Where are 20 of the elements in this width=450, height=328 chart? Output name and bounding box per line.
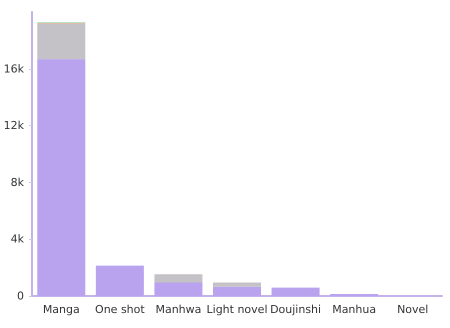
bar (212, 282, 262, 287)
x-tick-label: Manhwa (155, 303, 202, 316)
bar (154, 282, 202, 296)
x-tick-label: One shot (95, 303, 146, 316)
bar (272, 288, 320, 296)
bar (37, 24, 86, 60)
x-tick-label: Manhua (332, 303, 376, 316)
bar (212, 286, 262, 296)
x-tick-label: Manga (42, 303, 80, 316)
x-tick-label: Doujinshi (270, 303, 322, 316)
y-tick-label: 0 (17, 290, 24, 302)
y-tick-label: 16k (4, 62, 25, 76)
bar (96, 266, 144, 296)
x-tick-label: Novel (397, 303, 428, 316)
bar (37, 59, 86, 296)
x-tick-label: Light novel (206, 303, 268, 316)
y-tick-label: 4k (10, 232, 25, 246)
bar (154, 274, 202, 283)
y-tick-label: 12k (4, 119, 25, 132)
y-tick-label: 8k (10, 176, 25, 189)
